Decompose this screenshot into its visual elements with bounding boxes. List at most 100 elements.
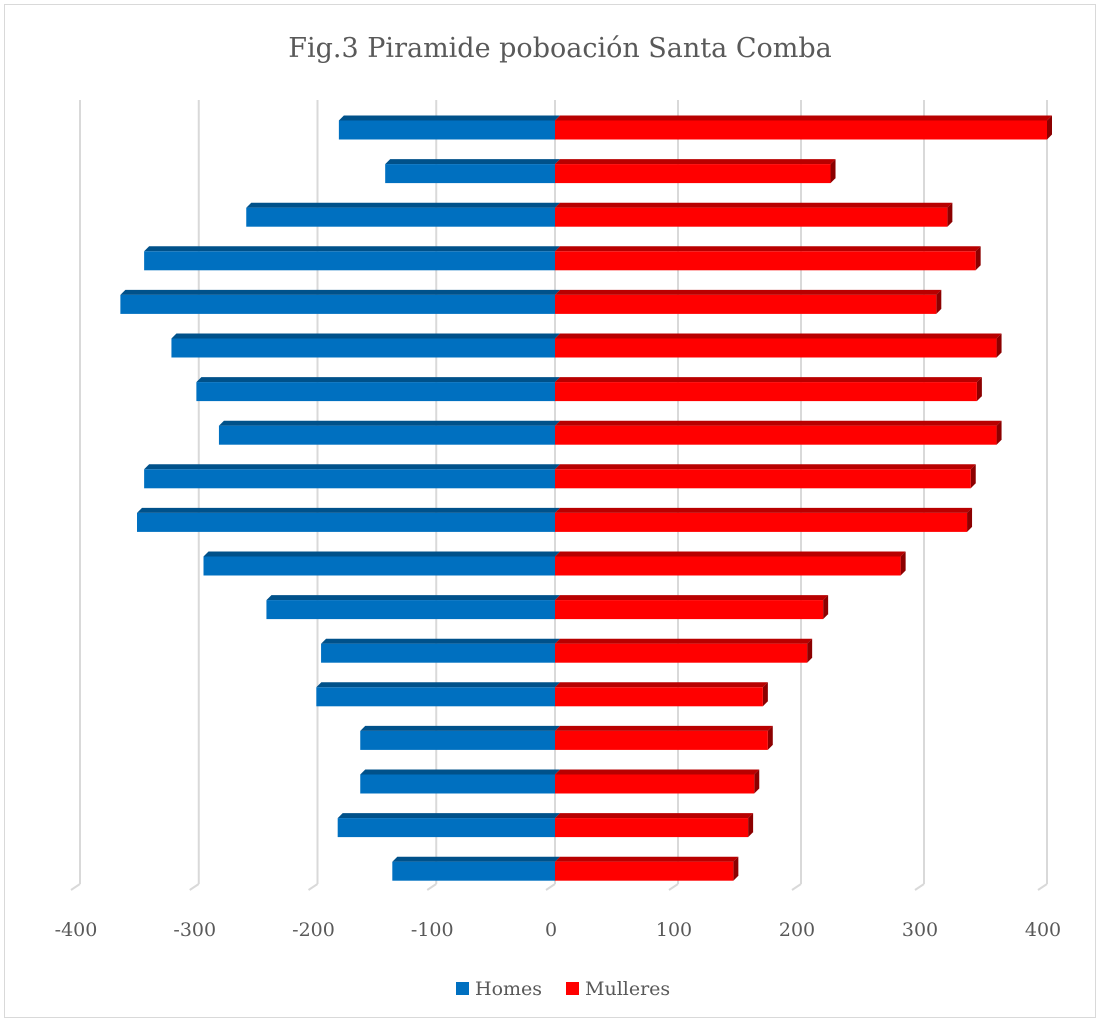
bar-homes-9: [137, 507, 560, 532]
legend-label-mulleres: Mulleres: [585, 978, 670, 1000]
bar-homes-5: [171, 333, 560, 358]
bar-homes-12: [321, 638, 560, 663]
bar-front-face: [266, 600, 555, 620]
bar-homes-14: [360, 725, 560, 750]
bar-end-face: [807, 638, 813, 663]
bar-front-face: [555, 251, 976, 271]
bar-top-face: [137, 507, 560, 513]
bar-mulleres-0: [555, 115, 1052, 140]
bar-front-face: [555, 774, 755, 794]
bar-top-face: [360, 725, 560, 731]
bar-top-face: [338, 115, 560, 121]
bar-front-face: [555, 687, 763, 707]
legend-swatch-mulleres: [566, 982, 579, 995]
bar-mulleres-10: [555, 551, 906, 576]
bar-top-face: [555, 813, 754, 819]
bar-front-face: [555, 730, 768, 750]
gridline-floor: [668, 883, 679, 891]
bar-end-face: [996, 420, 1002, 445]
bar-homes-6: [196, 377, 560, 402]
gridline-floor: [426, 883, 437, 891]
bar-mulleres-11: [555, 595, 829, 620]
bar-mulleres-14: [555, 725, 773, 750]
bar-top-face: [555, 202, 953, 208]
x-tick-label: -300: [173, 919, 216, 941]
bar-top-face: [555, 464, 976, 470]
bar-mulleres-1: [555, 159, 836, 184]
bar-mulleres-5: [555, 333, 1002, 358]
bar-homes-17: [392, 856, 560, 881]
bar-top-face: [555, 638, 813, 644]
legend-label-homes: Homes: [475, 978, 542, 1000]
bar-top-face: [555, 377, 982, 383]
bar-homes-1: [385, 159, 560, 184]
bar-top-face: [171, 333, 560, 339]
bar-front-face: [316, 687, 555, 707]
bar-top-face: [555, 507, 973, 513]
bar-front-face: [338, 120, 555, 140]
bar-homes-11: [266, 595, 560, 620]
bar-top-face: [555, 159, 836, 165]
bar-front-face: [196, 382, 555, 402]
chart-title: Fig.3 Piramide poboación Santa Comba: [288, 33, 831, 64]
x-tick-label: -400: [55, 919, 98, 941]
bar-top-face: [555, 551, 906, 557]
gridline-floor: [189, 883, 200, 891]
bar-top-face: [196, 377, 560, 383]
bar-top-face: [555, 769, 760, 775]
bar-front-face: [385, 164, 555, 184]
bar-homes-15: [360, 769, 560, 794]
x-tick-label: -100: [411, 919, 454, 941]
gridline-floor: [1037, 883, 1048, 891]
bar-top-face: [218, 420, 560, 426]
bar-end-face: [900, 551, 906, 576]
bar-top-face: [246, 202, 560, 208]
gridline-floor: [307, 883, 319, 891]
bar-top-face: [144, 464, 560, 470]
x-tick-label: 100: [656, 919, 692, 941]
bar-end-face: [975, 246, 981, 271]
bar-front-face: [555, 382, 977, 402]
bar-top-face: [316, 682, 560, 688]
bar-end-face: [947, 202, 953, 227]
bar-front-face: [555, 556, 901, 576]
bar-mulleres-16: [555, 813, 754, 838]
bar-top-face: [360, 769, 560, 775]
bar-top-face: [392, 856, 560, 862]
bar-homes-4: [120, 289, 560, 314]
x-tick-label: -200: [292, 919, 335, 941]
bar-front-face: [555, 164, 831, 184]
gridlines: [70, 100, 1048, 891]
x-tick-label: 0: [545, 919, 557, 941]
bars: [120, 115, 1052, 881]
bar-end-face: [996, 333, 1002, 358]
bar-front-face: [218, 425, 555, 445]
bar-top-face: [266, 595, 560, 601]
bar-homes-3: [144, 246, 560, 271]
bar-top-face: [337, 813, 560, 819]
bar-homes-7: [218, 420, 560, 445]
bar-front-face: [555, 338, 997, 358]
legend: Homes Mulleres: [456, 978, 670, 1000]
x-tick-label: 300: [902, 919, 938, 941]
bar-end-face: [748, 813, 754, 838]
bar-front-face: [555, 120, 1047, 140]
bar-end-face: [967, 507, 973, 532]
bar-front-face: [203, 556, 555, 576]
bar-front-face: [555, 207, 948, 227]
bar-mulleres-17: [555, 856, 739, 881]
bar-front-face: [555, 818, 749, 838]
bar-front-face: [246, 207, 555, 227]
bar-end-face: [754, 769, 760, 794]
bar-top-face: [555, 289, 942, 295]
bar-end-face: [970, 464, 976, 489]
bar-top-face: [120, 289, 560, 295]
gridline-floor: [70, 883, 81, 891]
bar-front-face: [360, 774, 555, 794]
bar-top-face: [555, 333, 1002, 339]
bar-mulleres-2: [555, 202, 953, 227]
bar-mulleres-3: [555, 246, 981, 271]
bar-front-face: [321, 643, 555, 663]
x-tick-label: 200: [779, 919, 815, 941]
